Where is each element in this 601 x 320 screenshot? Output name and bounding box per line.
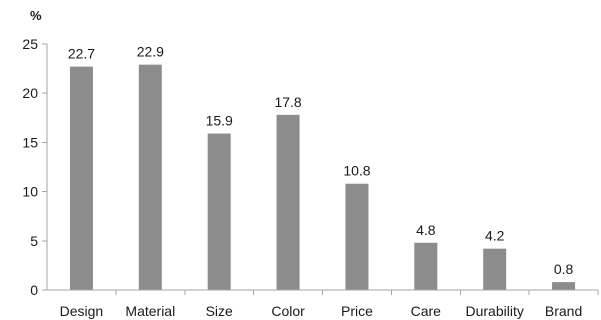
data-label-color: 17.8	[274, 94, 301, 110]
x-category-label-color: Color	[271, 303, 305, 319]
data-label-material: 22.9	[137, 44, 164, 60]
bar-material	[138, 64, 162, 290]
x-category-label-material: Material	[125, 303, 175, 319]
bar-brand	[552, 282, 576, 290]
bar-durability	[483, 248, 507, 290]
y-tick-label: 20	[22, 85, 38, 101]
bar-size	[207, 133, 231, 290]
x-category-label-care: Care	[411, 303, 442, 319]
x-category-label-brand: Brand	[545, 303, 582, 319]
bar-design	[69, 66, 93, 290]
x-category-label-durability: Durability	[466, 303, 524, 319]
data-label-durability: 4.2	[485, 228, 505, 244]
x-category-label-design: Design	[60, 303, 104, 319]
x-axis: Design Material Size Color Price Care Durabili…	[60, 290, 599, 319]
bar-series	[69, 64, 576, 291]
data-labels: 22.7 22.9 15.9 17.8 10.8 4.8 4.2 0.8	[68, 44, 574, 277]
x-category-label-size: Size	[206, 303, 233, 319]
data-label-care: 4.8	[416, 222, 436, 238]
y-tick-label: 10	[22, 184, 38, 200]
y-tick-label: 0	[30, 282, 38, 298]
bar-care	[414, 242, 438, 290]
y-axis: 0 5 10 15 20 25	[22, 36, 47, 298]
data-label-size: 15.9	[206, 113, 233, 129]
data-label-design: 22.7	[68, 46, 95, 62]
bar-price	[345, 183, 369, 290]
y-tick-label: 15	[22, 134, 38, 150]
y-tick-label: 5	[30, 233, 38, 249]
data-label-price: 10.8	[343, 163, 370, 179]
y-tick-label: 25	[22, 36, 38, 52]
bar-color	[276, 114, 300, 291]
data-label-brand: 0.8	[554, 261, 574, 277]
x-category-label-price: Price	[341, 303, 373, 319]
y-axis-unit-label: %	[30, 8, 42, 23]
